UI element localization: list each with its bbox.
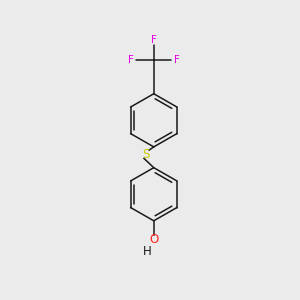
Text: F: F	[128, 55, 134, 65]
Text: F: F	[174, 55, 180, 65]
Text: H: H	[142, 245, 151, 258]
Text: F: F	[151, 35, 157, 45]
Text: O: O	[149, 233, 158, 246]
Text: S: S	[142, 148, 150, 161]
